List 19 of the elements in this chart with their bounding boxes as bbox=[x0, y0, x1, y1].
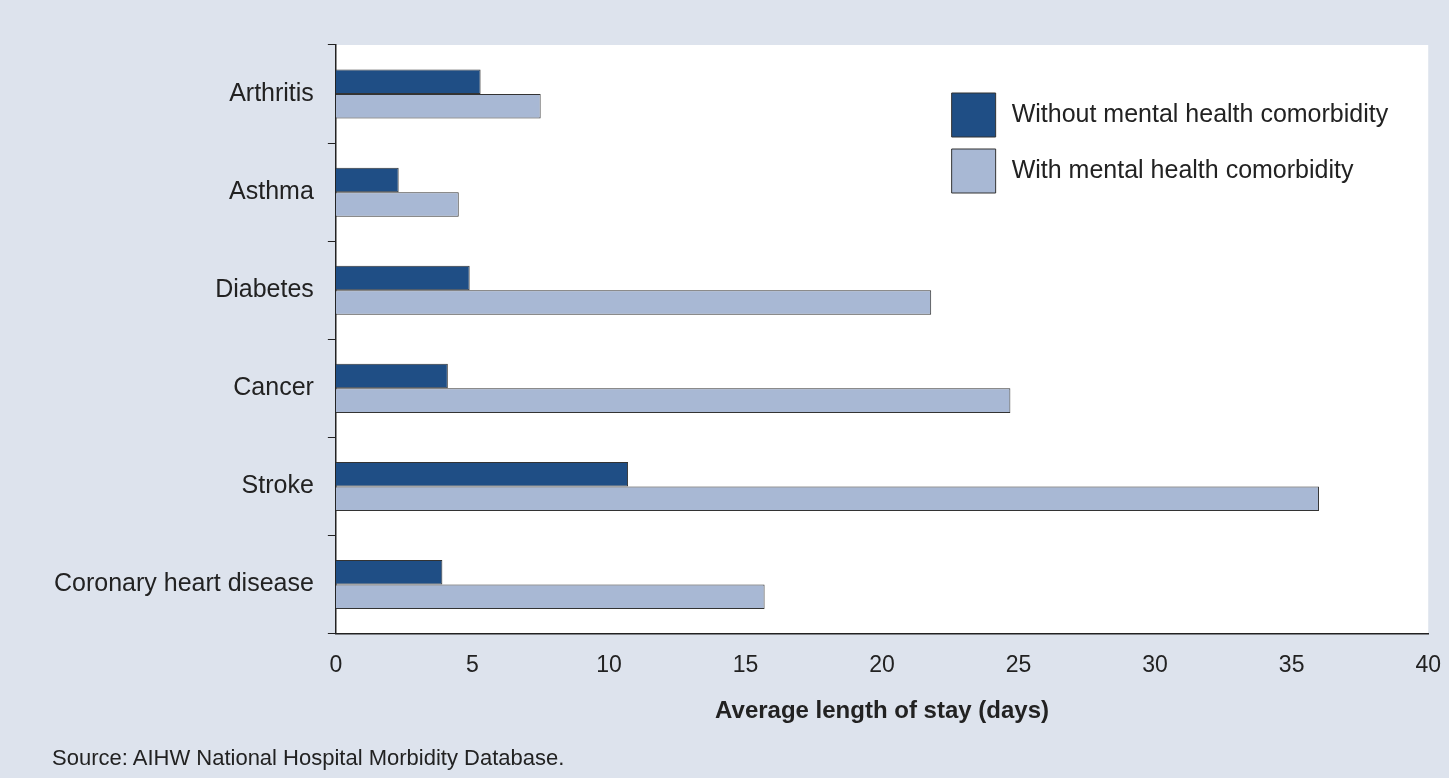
x-tick-label: 40 bbox=[1415, 650, 1442, 677]
x-tick-label: 15 bbox=[732, 650, 759, 677]
y-tick-label: Cancer bbox=[233, 372, 314, 401]
x-axis-title: Average length of stay (days) bbox=[715, 696, 1049, 724]
x-tick-label: 25 bbox=[1005, 650, 1032, 677]
x-tick-label: 5 bbox=[466, 650, 479, 677]
x-tick-label: 10 bbox=[596, 650, 622, 677]
y-tick-label: Asthma bbox=[229, 176, 314, 205]
legend-label: Without mental health comorbidity bbox=[1011, 98, 1389, 127]
y-tick-label: Arthritis bbox=[229, 77, 314, 106]
y-tick-label: Diabetes bbox=[215, 274, 314, 303]
y-tick-label: Coronary heart disease bbox=[53, 568, 314, 597]
y-tick-label: Stroke bbox=[241, 470, 314, 499]
x-tick-label: 35 bbox=[1278, 650, 1305, 677]
x-tick-label: 20 bbox=[869, 650, 895, 677]
x-tick-label: 30 bbox=[1142, 650, 1168, 677]
legend-label: With mental health comorbidity bbox=[1011, 154, 1354, 183]
source-note: Source: AIHW National Hospital Morbidity Database. bbox=[52, 745, 565, 771]
x-tick-label: 0 bbox=[329, 650, 343, 677]
